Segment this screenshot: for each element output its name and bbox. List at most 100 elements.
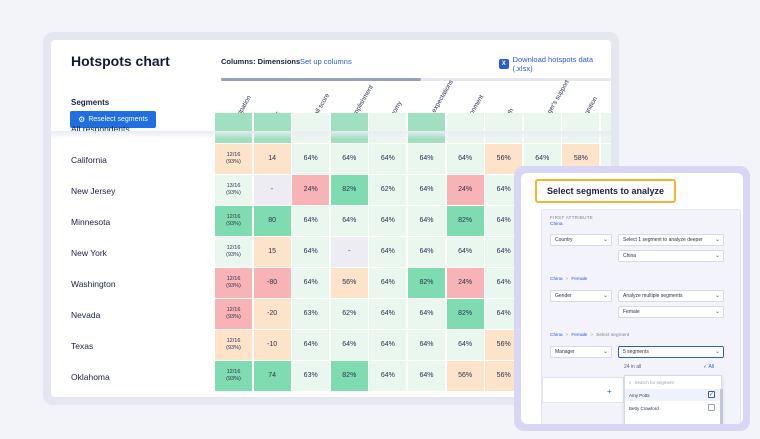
heatmap-cell[interactable]: 80 (253, 206, 291, 236)
heatmap-cell[interactable]: 12/16 (93%) (215, 237, 252, 267)
select-all-label: All (708, 364, 714, 370)
heatmap-cell[interactable]: 14 (253, 144, 291, 174)
heatmap-cell[interactable]: 24% (446, 175, 484, 205)
add-segment-panel: + (542, 377, 624, 403)
heatmap-cell[interactable]: 64% (292, 144, 330, 174)
chevron-down-icon: ⌄ (602, 237, 608, 243)
segment-path-3: China > Female > Select segment (550, 333, 630, 338)
heatmap-cell[interactable]: 13/16 (93%) (215, 175, 252, 205)
heatmap-cell[interactable]: - (330, 237, 368, 267)
heatmap-cell[interactable]: 64% (330, 206, 368, 236)
heatmap-cell[interactable]: 64% (601, 144, 611, 174)
heatmap-cell[interactable]: 82% (330, 361, 368, 391)
path-1-china[interactable]: China (550, 222, 563, 227)
path-2-female[interactable]: Female (571, 277, 588, 282)
heatmap-cell[interactable]: 64% (330, 144, 368, 174)
heatmap-cell[interactable]: 63% (292, 299, 330, 329)
heatmap-cell[interactable]: 12/16 (93%) (215, 330, 252, 360)
path-3-china[interactable]: China (550, 333, 563, 338)
heatmap-cell[interactable]: 82% (446, 206, 484, 236)
heatmap-cell[interactable]: 12/16 (93%) (215, 268, 252, 298)
heatmap-cell[interactable]: 12/16 (93%) (215, 144, 252, 174)
mode-select-1[interactable]: Select 1 segment to analyze deeper ⌄ (618, 234, 724, 246)
heatmap-cell[interactable]: 12/16 (93%) (215, 206, 252, 236)
heatmap-cell[interactable]: 15 (253, 237, 291, 267)
heatmap-cell[interactable]: -20 (253, 299, 291, 329)
heatmap-cell[interactable]: 64% (446, 144, 484, 174)
attribute-select-2[interactable]: Gender ⌄ (550, 290, 612, 302)
segment-multiselect[interactable]: 5 segments ⌄ (618, 346, 724, 358)
value-select-2[interactable]: Female ⌄ (618, 306, 724, 318)
heatmap-cell[interactable]: 64% (408, 237, 445, 267)
heatmap-cell[interactable]: 24% (292, 175, 330, 205)
heatmap-cell[interactable]: 64% (330, 330, 368, 360)
attribute-select-3[interactable]: Manager ⌄ (550, 346, 612, 358)
heatmap-cell[interactable]: 64% (369, 330, 407, 360)
heatmap-cell[interactable]: 64% (292, 268, 330, 298)
heatmap-cell[interactable]: 62% (369, 175, 407, 205)
heatmap-cell[interactable]: 64% (408, 330, 445, 360)
options-scrollbar[interactable] (720, 389, 723, 424)
plus-icon[interactable]: + (607, 387, 612, 396)
heatmap-cell[interactable]: 64% (446, 237, 484, 267)
value-select-2-value: Female (623, 309, 640, 315)
heatmap-cell[interactable]: 12/16 (93%) (215, 361, 252, 391)
heatmap-cell[interactable]: 82% (408, 268, 445, 298)
heatmap-cell[interactable]: 63% (292, 361, 330, 391)
checkbox-icon[interactable] (708, 404, 715, 411)
value-select-1[interactable]: China ⌄ (618, 250, 724, 262)
mode-select-2[interactable]: Analyze multiple segments ⌄ (618, 290, 724, 302)
heatmap-cell[interactable]: 62% (330, 299, 368, 329)
heatmap-cell[interactable]: 64% (292, 330, 330, 360)
row-label: Minnesota (71, 216, 111, 227)
heatmap-cell[interactable]: 64% (408, 361, 445, 391)
heatmap-cell[interactable]: 24% (446, 268, 484, 298)
heatmap-cell[interactable]: 56% (330, 268, 368, 298)
heatmap-cell[interactable]: 64% (408, 144, 445, 174)
heatmap-cell[interactable]: 64% (369, 144, 407, 174)
horizontal-scrollbar[interactable] (221, 78, 611, 81)
setup-columns-link[interactable]: Set up columns (300, 57, 352, 66)
heatmap-cell[interactable]: -10 (253, 330, 291, 360)
heatmap-cell[interactable]: - (253, 175, 291, 205)
select-all-toggle[interactable]: ✓ All (703, 364, 714, 370)
heatmap-cell[interactable]: -80 (253, 268, 291, 298)
row-label: New York (71, 247, 107, 258)
heatmap-cell[interactable]: 82% (330, 175, 368, 205)
segment-search-input[interactable]: ⌕ Search for segment (625, 376, 721, 388)
heatmap-cell[interactable]: 64% (292, 206, 330, 236)
download-button[interactable]: X Download hotspots data (.xlsx) (499, 55, 611, 73)
page-title: Hotspots chart (71, 53, 170, 69)
segment-count-row: 24 in all ✓ All (620, 361, 722, 373)
segment-form: FIRST ATTRIBUTE China Country ⌄ Select 1 … (541, 209, 741, 424)
heatmap-cell[interactable]: 64% (408, 299, 445, 329)
segment-options-list: ⌕ Search for segment Amy Potts ✓ Betty C… (624, 375, 722, 424)
checkbox-checked-icon[interactable]: ✓ (708, 391, 715, 398)
path-2-china[interactable]: China (550, 277, 563, 282)
path-3-female[interactable]: Female (571, 333, 588, 338)
heatmap-cell[interactable]: 74 (253, 361, 291, 391)
reselect-segments-button[interactable]: ⚙ Reselect segments (70, 111, 156, 128)
heatmap-cell[interactable] (601, 113, 611, 143)
heatmap-cell[interactable]: 56% (485, 144, 523, 174)
gear-icon: ⚙ (78, 115, 86, 124)
heatmap-cell[interactable]: 82% (446, 299, 484, 329)
heatmap-cell[interactable]: 64% (369, 361, 407, 391)
chevron-down-icon: ⌄ (714, 309, 720, 315)
heatmap-cell[interactable]: 64% (369, 299, 407, 329)
attribute-select-1[interactable]: Country ⌄ (550, 234, 612, 246)
heatmap-cell[interactable]: 56% (446, 361, 484, 391)
heatmap-cell[interactable]: 64% (446, 330, 484, 360)
segment-option[interactable]: Betty Crawford (625, 402, 721, 414)
heatmap-cell[interactable]: 64% (292, 237, 330, 267)
segment-selector-card: Select segments to analyze FIRST ATTRIBU… (514, 166, 750, 431)
heatmap-cell[interactable]: 64% (408, 206, 445, 236)
heatmap-cell[interactable]: 64% (408, 175, 445, 205)
heatmap-cell[interactable]: 64% (369, 268, 407, 298)
heatmap-cell[interactable]: 12/16 (93%) (215, 299, 252, 329)
heatmap-cell[interactable]: 64% (369, 237, 407, 267)
heatmap-cell[interactable]: 64% (369, 206, 407, 236)
segment-option[interactable]: Amy Potts ✓ (625, 389, 721, 401)
scrollbar-thumb[interactable] (221, 78, 421, 81)
first-attribute-label: FIRST ATTRIBUTE (550, 215, 594, 220)
